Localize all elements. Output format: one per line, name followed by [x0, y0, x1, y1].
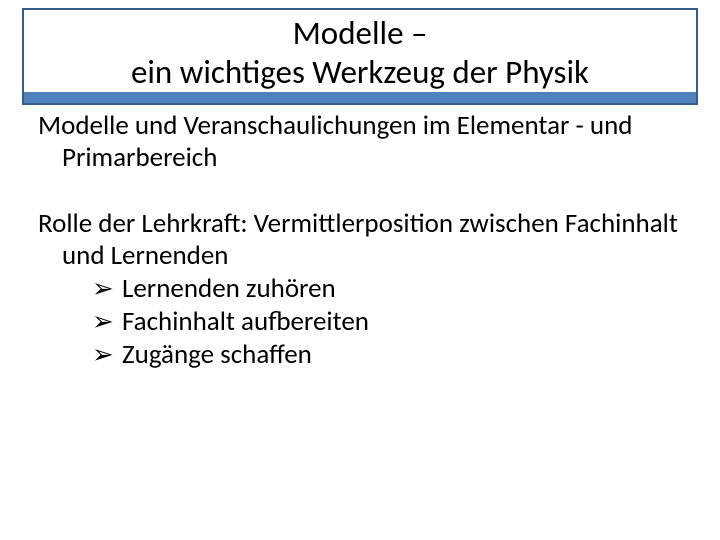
bullet-marker-icon: ➢ [92, 306, 114, 338]
bullet-item: ➢ Lernenden zuhören [38, 273, 686, 306]
title-box: Modelle – ein wichtiges Werkzeug der Phy… [22, 8, 698, 105]
bullet-marker-icon: ➢ [92, 273, 114, 305]
slide-title: Modelle – ein wichtiges Werkzeug der Phy… [32, 14, 688, 92]
slide: Modelle – ein wichtiges Werkzeug der Phy… [0, 0, 720, 540]
bullet-text: Lernenden zuhören [122, 272, 336, 305]
title-underline-bar [24, 92, 696, 103]
bullet-text: Zugänge schaffen [122, 338, 312, 371]
bullet-marker-icon: ➢ [92, 339, 114, 371]
title-line-1: Modelle – [293, 13, 428, 53]
body-content: Modelle und Veranschaulichungen im Eleme… [38, 110, 686, 372]
bullet-item: ➢ Zugänge schaffen [38, 339, 686, 372]
paragraph-1: Modelle und Veranschaulichungen im Eleme… [38, 110, 686, 174]
bullet-text: Fachinhalt aufbereiten [122, 305, 369, 338]
title-line-2: ein wichtiges Werkzeug der Physik [131, 52, 589, 92]
bullet-item: ➢ Fachinhalt aufbereiten [38, 306, 686, 339]
bullet-list: ➢ Lernenden zuhören ➢ Fachinhalt aufbere… [38, 273, 686, 372]
paragraph-2: Rolle der Lehrkraft: Vermittlerposition … [38, 208, 686, 272]
